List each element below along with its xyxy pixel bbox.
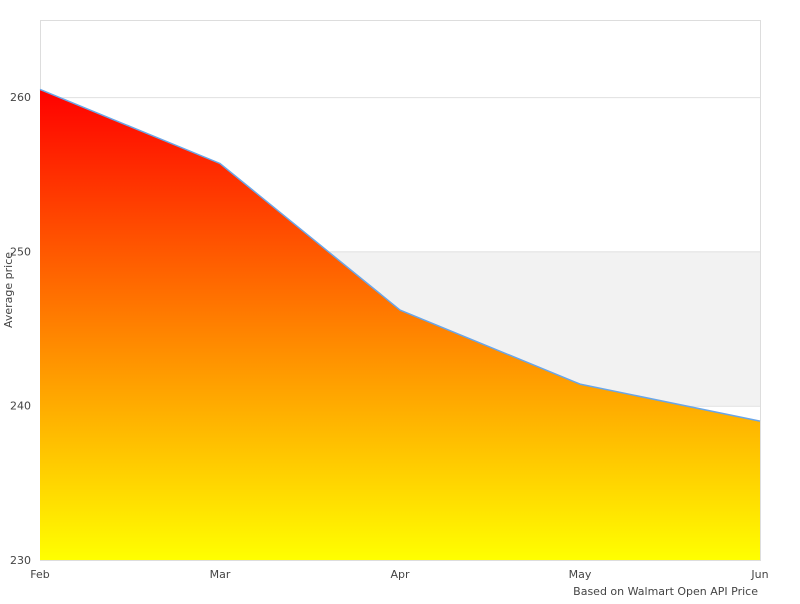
x-tick-label: Jun: [750, 568, 768, 581]
x-axis-label: Based on Walmart Open API Price: [573, 585, 758, 598]
x-tick-label: Feb: [30, 568, 49, 581]
y-tick-label: 240: [10, 400, 31, 413]
x-tick-label: Apr: [390, 568, 410, 581]
x-tick-label: Mar: [210, 568, 231, 581]
y-axis-label: Average price: [2, 252, 15, 328]
x-tick-label: May: [569, 568, 592, 581]
y-tick-label: 260: [10, 91, 31, 104]
y-tick-label: 230: [10, 554, 31, 567]
